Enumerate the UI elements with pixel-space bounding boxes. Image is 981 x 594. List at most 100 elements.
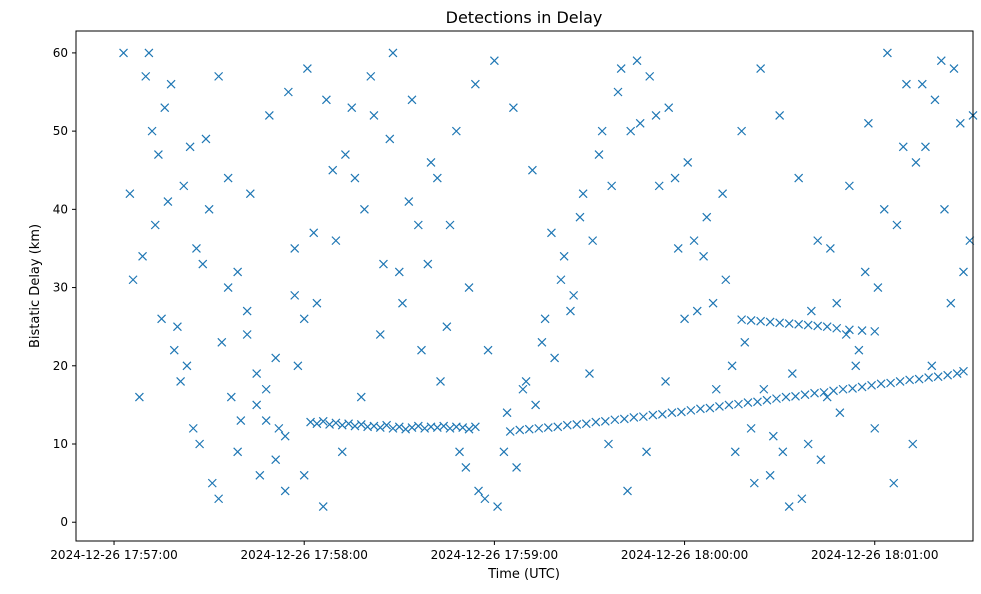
data-point [575,212,585,222]
data-point [578,189,588,199]
data-point [772,394,781,404]
data-point [876,379,886,389]
data-point [524,424,534,434]
data-point [198,259,208,269]
data-point [347,103,357,113]
data-point [331,418,341,428]
data-point [379,259,388,269]
y-tick-label: 0 [60,515,68,529]
data-point [676,407,686,417]
data-point [924,373,934,382]
data-point [781,392,791,402]
x-axis-label: Time (UTC) [487,567,560,582]
data-point [499,447,509,457]
data-point [905,375,915,385]
data-point [813,236,823,246]
data-point [474,486,483,496]
data-point [404,197,414,206]
data-point [765,317,775,327]
data-point [236,416,246,425]
data-point [734,399,743,409]
data-point [642,447,651,457]
data-point [569,290,579,300]
x-tick-label: 2024-12-26 17:58:00 [240,548,367,562]
data-point [832,298,842,308]
data-point [271,353,281,363]
data-point [207,478,217,488]
data-point [356,392,366,402]
data-point [290,290,300,300]
data-point [445,220,455,230]
data-point [851,361,861,371]
data-point [657,409,667,419]
data-point [895,377,905,386]
data-point [813,321,823,331]
data-point [959,366,968,376]
data-point [559,251,569,261]
data-point [483,345,493,355]
data-point [816,455,826,465]
data-point [166,79,176,89]
data-point [226,392,236,402]
data-point [645,71,655,81]
data-point [280,486,290,496]
data-point [192,244,201,253]
data-point [886,378,896,388]
data-point [870,423,880,433]
data-point [841,330,851,339]
data-point [461,463,471,472]
data-point [321,95,331,105]
data-point [173,322,182,332]
data-point [626,126,636,136]
data-point [312,298,322,308]
data-point [417,345,426,355]
data-point [724,400,734,410]
data-point [214,494,224,504]
plot-frame [75,30,974,542]
data-point [147,126,157,136]
data-point [791,391,800,401]
data-point [835,408,845,418]
data-point [873,283,883,292]
data-point [385,134,395,144]
data-point [911,157,921,167]
data-point [562,420,572,430]
data-point [588,236,598,246]
data-point [283,87,293,97]
data-point [810,388,819,398]
data-point [600,416,610,426]
data-point [638,412,648,422]
data-point [369,111,379,120]
data-point [280,431,290,441]
data-point [585,369,594,379]
data-point [743,398,753,407]
data-point [360,204,369,214]
data-points [119,48,978,512]
data-point [547,228,556,238]
data-point [318,502,328,512]
data-point [455,447,464,457]
data-point [737,126,747,136]
data-point [740,337,750,347]
data-point [217,337,227,347]
data-point [753,397,762,407]
y-tick-label: 20 [53,359,68,373]
data-point [730,447,740,457]
data-point [271,455,281,465]
data-point [822,322,832,332]
data-point [505,427,515,436]
data-point [138,251,147,261]
data-point [518,384,528,394]
data-point [182,361,192,371]
data-point [797,494,807,504]
data-point [566,306,575,316]
data-point [721,275,731,285]
y-tick-label: 30 [53,281,68,295]
data-point [860,267,870,277]
data-point [550,353,560,363]
data-point [436,377,445,386]
data-point [946,298,956,308]
data-point [616,64,626,73]
data-point [661,377,670,386]
